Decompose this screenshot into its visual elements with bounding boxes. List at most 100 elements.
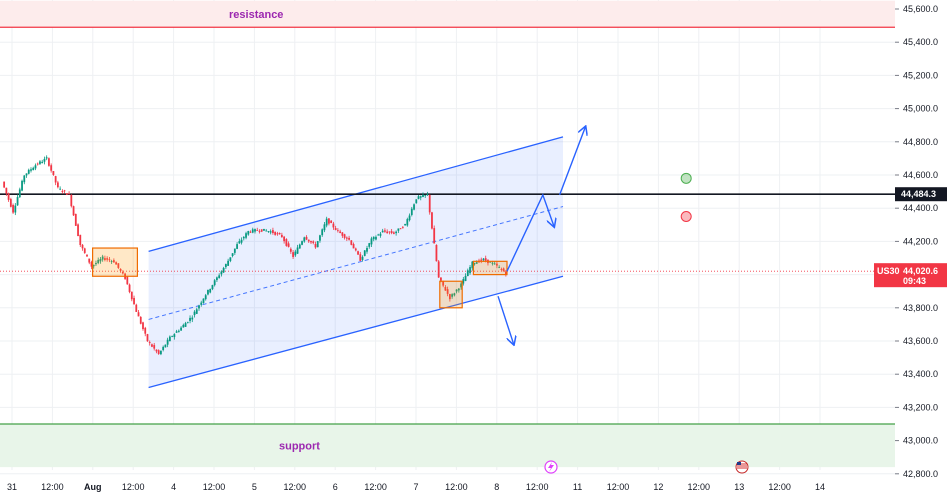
candle-body: [457, 288, 460, 291]
candle-body: [484, 258, 487, 261]
highlight-box[interactable]: [439, 280, 463, 309]
candle-body: [323, 224, 326, 231]
candle-body: [106, 258, 109, 260]
candle-body: [325, 218, 328, 226]
candle-body: [245, 233, 247, 238]
symbol-label: US30: [877, 266, 900, 276]
y-tick-label: 42,800.0: [903, 469, 938, 479]
candle-body: [440, 277, 442, 281]
candle-body: [437, 261, 440, 278]
candle-body: [180, 327, 182, 331]
y-tick-label: 44,600.0: [903, 170, 938, 180]
current-price-tag: US30 44,020.6 09:43: [874, 263, 947, 288]
support-zone[interactable]: [0, 424, 895, 468]
lightning-icon[interactable]: [544, 460, 558, 474]
candle-body: [260, 229, 263, 232]
time-axis[interactable]: 31 12:00 Aug 12:00 4 12:00 5 12:00 6 12:00 7 12:00 8…: [7, 482, 825, 492]
channel-mid-line[interactable]: [148, 206, 564, 320]
candle-body: [34, 165, 37, 169]
x-tick-label: 7: [413, 482, 418, 492]
candle-body: [90, 262, 93, 267]
candle-body: [18, 189, 21, 198]
candle-body: [491, 262, 494, 264]
candle-body: [426, 194, 429, 196]
channel-lower-line[interactable]: [148, 275, 564, 389]
candle-body: [466, 270, 469, 277]
candle-body: [388, 231, 391, 233]
candle-body: [209, 288, 212, 293]
candle-body: [175, 331, 178, 333]
candle-body: [207, 289, 209, 295]
candle-body: [220, 271, 223, 275]
candle-body: [41, 161, 44, 164]
candle-body: [475, 262, 478, 264]
candle-body: [352, 244, 355, 249]
x-tick-label: 4: [171, 482, 176, 492]
candle-body: [413, 204, 415, 210]
candle-body: [462, 279, 465, 284]
x-tick-label: 12:00: [284, 482, 307, 492]
candle-body: [222, 267, 225, 273]
candle-body: [233, 248, 236, 253]
candle-body: [263, 228, 265, 231]
candle-body: [52, 171, 55, 175]
us-flag-icon[interactable]: [735, 460, 749, 474]
candle-body: [422, 194, 424, 197]
buy-signal[interactable]: [680, 172, 692, 184]
x-tick-label: 14: [815, 482, 825, 492]
candle-body: [242, 237, 245, 239]
projection-arrow[interactable]: [506, 193, 554, 272]
candle-body: [377, 234, 380, 236]
candle-body: [153, 345, 156, 349]
candle-body: [267, 231, 270, 232]
candle-body: [195, 309, 198, 314]
candle-body: [446, 289, 449, 294]
candle-body: [184, 323, 187, 327]
projection-arrow[interactable]: [497, 295, 514, 344]
price-axis[interactable]: 45,600.0 45,400.0 45,200.0 45,000.0 44,800.0…: [895, 4, 938, 479]
candle-body: [110, 261, 113, 262]
y-tick-label: 43,400.0: [903, 369, 938, 379]
candle-body: [451, 294, 454, 297]
signals: [680, 172, 692, 222]
y-tick-label: 45,000.0: [903, 104, 938, 114]
resistance-zone[interactable]: [0, 0, 895, 28]
candle-body: [301, 241, 303, 245]
candle-body: [370, 238, 373, 245]
candle-body: [198, 305, 200, 309]
projection-arrow[interactable]: [558, 127, 586, 196]
candle-body: [500, 269, 503, 270]
candle-body: [406, 219, 409, 226]
level-price-tag: 44,484.3: [895, 187, 947, 202]
x-tick-label: 8: [494, 482, 499, 492]
candle-body: [330, 220, 333, 224]
candle-body: [316, 241, 319, 248]
event-markers: [544, 460, 749, 474]
candle-body: [177, 330, 180, 332]
channel[interactable]: [148, 136, 564, 389]
candle-body: [160, 350, 162, 355]
candle-body: [65, 193, 68, 195]
candle-body: [56, 182, 59, 188]
candle-body: [345, 237, 348, 239]
candle-body: [307, 239, 310, 242]
candle-body: [9, 199, 12, 207]
candle-body: [189, 317, 191, 321]
highlight-box[interactable]: [472, 260, 508, 276]
candle-body: [328, 218, 330, 224]
candle-body: [496, 263, 498, 266]
x-tick-label: Aug: [84, 482, 102, 492]
candle-body: [397, 228, 400, 231]
candle-body: [359, 254, 362, 261]
highlight-box[interactable]: [91, 247, 138, 277]
candle-body: [16, 197, 19, 206]
current-price-label: 44,020.6: [903, 266, 938, 276]
candle-body: [247, 231, 250, 235]
sell-signal[interactable]: [680, 211, 692, 222]
candle-body: [480, 259, 483, 261]
candle-body: [108, 259, 111, 261]
candle-body: [310, 240, 312, 243]
y-tick-label: 43,600.0: [903, 336, 938, 346]
candle-body: [498, 267, 501, 269]
